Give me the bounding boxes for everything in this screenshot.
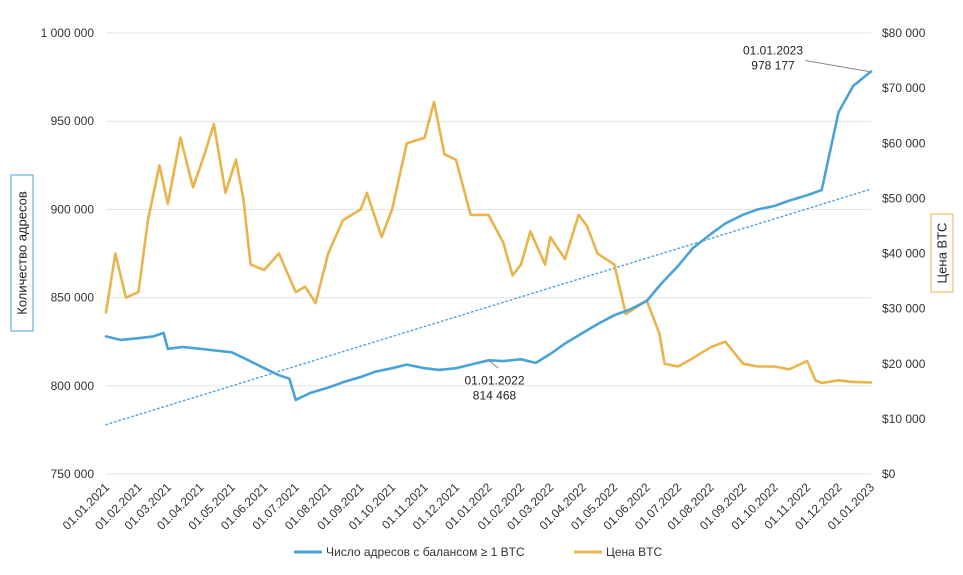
annotation-value-label: 978 177 bbox=[751, 58, 795, 72]
left-axis-ticks: 750 000 800 000 850 000 900 000 950 000 1 000… bbox=[41, 26, 95, 481]
annotation-leader bbox=[804, 60, 870, 72]
y-left-tick-label: 800 000 bbox=[51, 379, 95, 393]
right-axis-title-group: Цена BTC bbox=[930, 213, 954, 293]
y-right-tick-label: $0 bbox=[882, 467, 896, 481]
y-left-tick-label: 900 000 bbox=[51, 202, 95, 216]
y-right-tick-label: $80 000 bbox=[882, 26, 926, 40]
y-left-tick-label: 1 000 000 bbox=[41, 26, 95, 40]
trendline-group bbox=[105, 188, 872, 426]
legend-label-addresses: Число адресов с балансом ≥ 1 BTC bbox=[326, 545, 525, 559]
right-axis-title: Цена BTC bbox=[935, 223, 950, 284]
annotation-leader bbox=[488, 359, 499, 369]
y-right-tick-label: $40 000 bbox=[882, 247, 926, 261]
y-right-tick-label: $20 000 bbox=[882, 357, 926, 371]
series-lines bbox=[104, 70, 873, 402]
annotation-date-label: 01.01.2022 bbox=[464, 373, 524, 387]
x-axis-ticks: 01.01.202101.02.202101.03.202101.04.2021… bbox=[60, 480, 878, 533]
annotation-value-label: 814 468 bbox=[473, 388, 517, 402]
legend-label-price: Цена BTC bbox=[606, 545, 663, 559]
y-right-tick-label: $50 000 bbox=[882, 191, 926, 205]
y-right-tick-label: $30 000 bbox=[882, 302, 926, 316]
left-axis-title-group: Количество адресов bbox=[10, 174, 34, 332]
y-right-tick-label: $70 000 bbox=[882, 81, 926, 95]
y-right-tick-label: $10 000 bbox=[882, 412, 926, 426]
annotation-date-label: 01.01.2023 bbox=[743, 43, 803, 57]
y-left-tick-label: 750 000 bbox=[51, 467, 95, 481]
series-line-addresses bbox=[104, 70, 873, 402]
gridlines bbox=[106, 32, 871, 475]
legend: Число адресов с балансом ≥ 1 BTC Цена BT… bbox=[294, 545, 663, 559]
y-left-tick-label: 950 000 bbox=[51, 114, 95, 128]
y-right-tick-label: $60 000 bbox=[882, 136, 926, 150]
right-axis-ticks: $0 $10 000 $20 000 $30 000 $40 000 $50 000 $60… bbox=[882, 26, 926, 481]
left-axis-title-box bbox=[10, 174, 34, 332]
trendline bbox=[105, 188, 872, 426]
series-line-price bbox=[104, 100, 873, 385]
y-left-tick-label: 850 000 bbox=[51, 291, 95, 305]
right-axis-title-box bbox=[930, 213, 954, 293]
left-axis-title: Количество адресов bbox=[15, 191, 30, 315]
